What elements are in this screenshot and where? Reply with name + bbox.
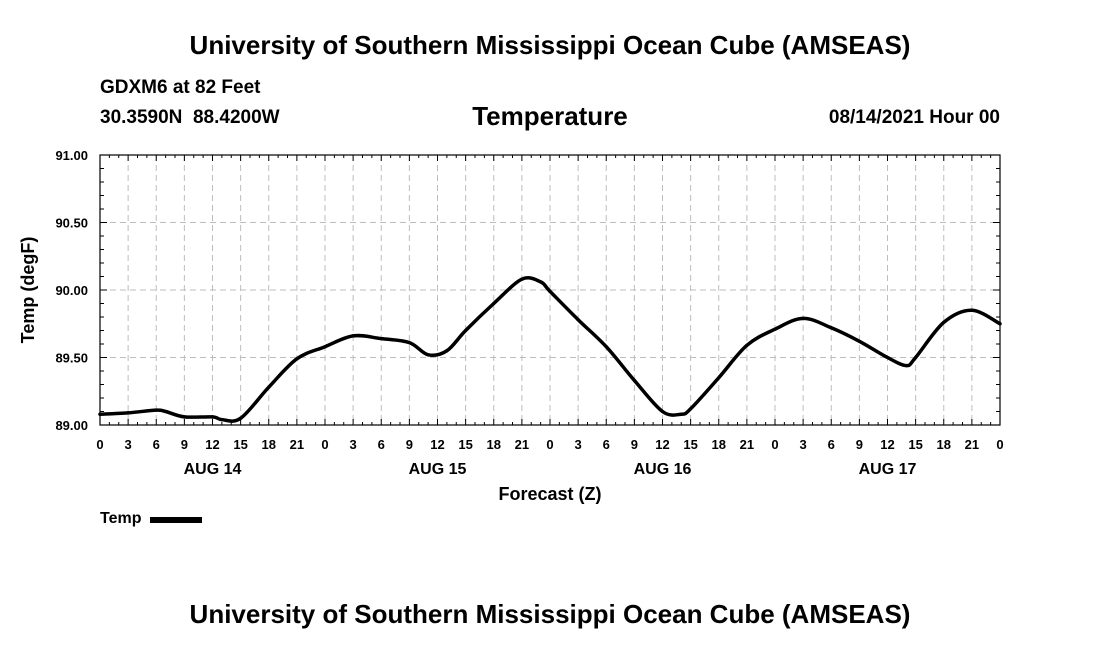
data-point xyxy=(295,357,299,361)
day-label: AUG 16 xyxy=(634,461,692,478)
forecast-datetime: 08/14/2021 Hour 00 xyxy=(828,107,1000,128)
x-tick-label: 0 xyxy=(96,437,103,452)
data-point xyxy=(520,277,524,281)
x-tick-label: 12 xyxy=(655,437,669,452)
x-tick-label: 21 xyxy=(290,437,304,452)
data-point xyxy=(942,320,946,324)
x-tick-label: 3 xyxy=(800,437,807,452)
x-tick-label: 15 xyxy=(908,437,922,452)
data-point xyxy=(323,345,327,349)
data-point xyxy=(426,353,430,357)
y-tick-label: 89.50 xyxy=(55,351,88,366)
data-point xyxy=(154,408,158,412)
x-tick-label: 18 xyxy=(937,437,951,452)
x-tick-label: 0 xyxy=(546,437,553,452)
x-tick-label: 6 xyxy=(603,437,610,452)
day-label: AUG 17 xyxy=(859,461,917,478)
legend: Temp xyxy=(100,510,203,528)
x-tick-label: 21 xyxy=(965,437,979,452)
data-point xyxy=(239,416,243,420)
legend-label: Temp xyxy=(100,510,142,527)
data-point xyxy=(857,339,861,343)
x-tick-label: 15 xyxy=(683,437,697,452)
footer-title: University of Southern Mississippi Ocean… xyxy=(189,599,911,629)
data-point xyxy=(801,316,805,320)
x-tick-label: 18 xyxy=(262,437,276,452)
page-title: University of Southern Mississippi Ocean… xyxy=(189,30,911,60)
data-point xyxy=(98,412,102,416)
x-tick-label: 3 xyxy=(350,437,357,452)
x-tick-label: 21 xyxy=(515,437,529,452)
data-point xyxy=(689,407,693,411)
station-name: GDXM6 at 82 Feet xyxy=(100,77,261,98)
x-tick-label: 21 xyxy=(740,437,754,452)
y-tick-label: 91.00 xyxy=(55,148,88,163)
x-tick-label: 3 xyxy=(575,437,582,452)
x-tick-label: 12 xyxy=(880,437,894,452)
data-point xyxy=(445,349,449,353)
x-tick-label: 12 xyxy=(205,437,219,452)
x-tick-label: 0 xyxy=(321,437,328,452)
x-tick-label: 15 xyxy=(458,437,472,452)
data-point xyxy=(576,318,580,322)
data-point xyxy=(407,341,411,345)
data-point xyxy=(632,378,636,383)
data-point xyxy=(604,345,608,349)
x-tick-label: 18 xyxy=(712,437,726,452)
plot-frame xyxy=(99,154,1001,426)
x-tick-label: 12 xyxy=(430,437,444,452)
data-point xyxy=(220,418,224,422)
data-point xyxy=(210,415,215,419)
x-tick-label: 6 xyxy=(828,437,835,452)
x-tick-label: 6 xyxy=(378,437,385,452)
x-tick-label: 18 xyxy=(487,437,501,452)
y-axis-label: Temp (degF) xyxy=(18,237,38,344)
day-label: AUG 15 xyxy=(409,461,467,478)
data-point xyxy=(829,326,833,330)
x-tick-label: 9 xyxy=(181,437,188,452)
data-point xyxy=(351,334,355,338)
y-tick-label: 90.00 xyxy=(55,283,88,298)
x-tick-label: 3 xyxy=(125,437,132,452)
data-point xyxy=(970,308,974,312)
data-point xyxy=(885,355,890,360)
y-tick-label: 90.50 xyxy=(55,216,88,231)
x-tick-label: 0 xyxy=(771,437,778,452)
data-point xyxy=(492,301,496,306)
x-tick-label: 15 xyxy=(233,437,247,452)
data-point xyxy=(679,412,683,416)
data-point xyxy=(164,409,168,414)
data-point xyxy=(126,411,130,415)
data-point xyxy=(773,327,777,331)
data-point xyxy=(267,385,271,389)
data-point xyxy=(904,364,908,368)
data-point xyxy=(745,343,749,347)
x-tick-label: 6 xyxy=(153,437,160,452)
legend-line-swatch xyxy=(150,517,203,523)
data-point xyxy=(717,376,721,380)
data-point xyxy=(660,409,665,414)
data-point xyxy=(379,337,383,341)
x-tick-label: 9 xyxy=(856,437,863,452)
data-point xyxy=(998,322,1002,326)
chart-title: Temperature xyxy=(472,101,628,131)
x-tick-label: 9 xyxy=(406,437,413,452)
data-point xyxy=(914,355,918,360)
day-label: AUG 14 xyxy=(184,461,242,478)
y-tick-label: 89.00 xyxy=(55,418,88,433)
data-point xyxy=(548,289,552,293)
data-point xyxy=(539,280,543,284)
x-axis-label: Forecast (Z) xyxy=(498,484,601,504)
data-point xyxy=(464,328,468,333)
station-coordinates: 30.3590N 88.4200W xyxy=(100,107,280,128)
x-tick-label: 9 xyxy=(631,437,638,452)
data-point xyxy=(182,415,186,419)
x-tick-label: 0 xyxy=(996,437,1003,452)
